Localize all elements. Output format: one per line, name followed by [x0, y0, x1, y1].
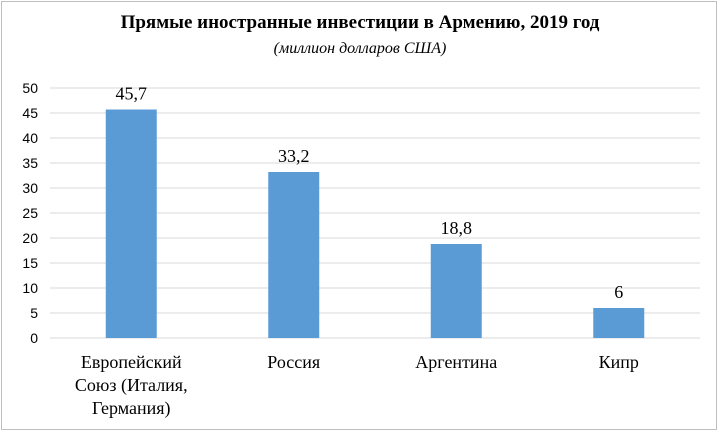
y-tick-label: 50: [22, 80, 38, 96]
bar: [268, 172, 320, 338]
y-tick-label: 20: [22, 230, 38, 246]
y-tick-label: 45: [22, 105, 38, 121]
data-label: 33,2: [278, 146, 310, 166]
chart-subtitle: (миллион долларов США): [273, 40, 447, 57]
category-label: Кипр: [599, 352, 639, 372]
y-tick-label: 5: [30, 305, 38, 321]
bar: [105, 109, 157, 338]
category-label: Европейский Союз (Италия, Германия): [75, 352, 188, 419]
data-label: 45,7: [116, 84, 148, 104]
bar: [430, 244, 482, 338]
data-label: 6: [614, 282, 623, 302]
y-tick-label: 40: [22, 130, 38, 146]
category-label: Аргентина: [415, 352, 497, 372]
y-tick-label: 0: [30, 330, 38, 346]
category-label: Россия: [267, 352, 320, 372]
y-tick-label: 25: [22, 205, 38, 221]
y-tick-label: 15: [22, 255, 38, 271]
bar: [593, 308, 645, 338]
y-tick-label: 30: [22, 180, 38, 196]
y-tick-label: 10: [22, 280, 38, 296]
data-label: 18,8: [441, 218, 473, 238]
y-tick-label: 35: [22, 155, 38, 171]
chart-title: Прямые иностранные инвестиции в Армению,…: [120, 12, 600, 33]
